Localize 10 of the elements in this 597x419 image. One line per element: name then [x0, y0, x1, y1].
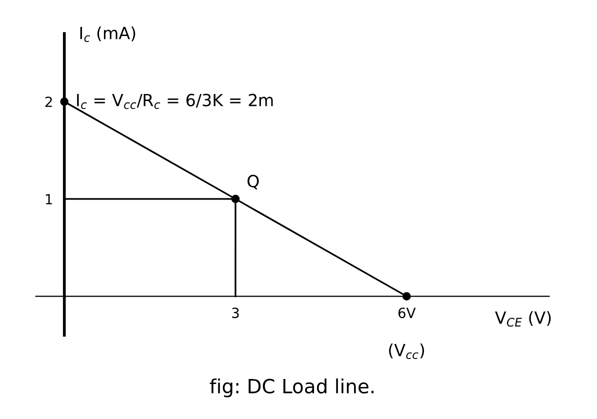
x-tick-label: 3 — [232, 308, 239, 318]
y-tick-label: 1 — [46, 194, 52, 204]
x-axis-title: V$_{CE}$ (V) — [495, 311, 551, 327]
y-tick-label: 2 — [45, 96, 52, 107]
text: fig: DC Load line. — [210, 378, 374, 398]
annotation: Q — [248, 174, 259, 190]
annotation: I$_{c}$ = V$_{cc}$/R$_{c}$ = 6/3K = 2m — [77, 94, 273, 110]
annotation: (V$_{cc}$) — [389, 343, 424, 360]
x-tick-label: 6V — [398, 308, 416, 318]
y-axis-title: I$_{c}$ (mA) — [80, 26, 136, 42]
